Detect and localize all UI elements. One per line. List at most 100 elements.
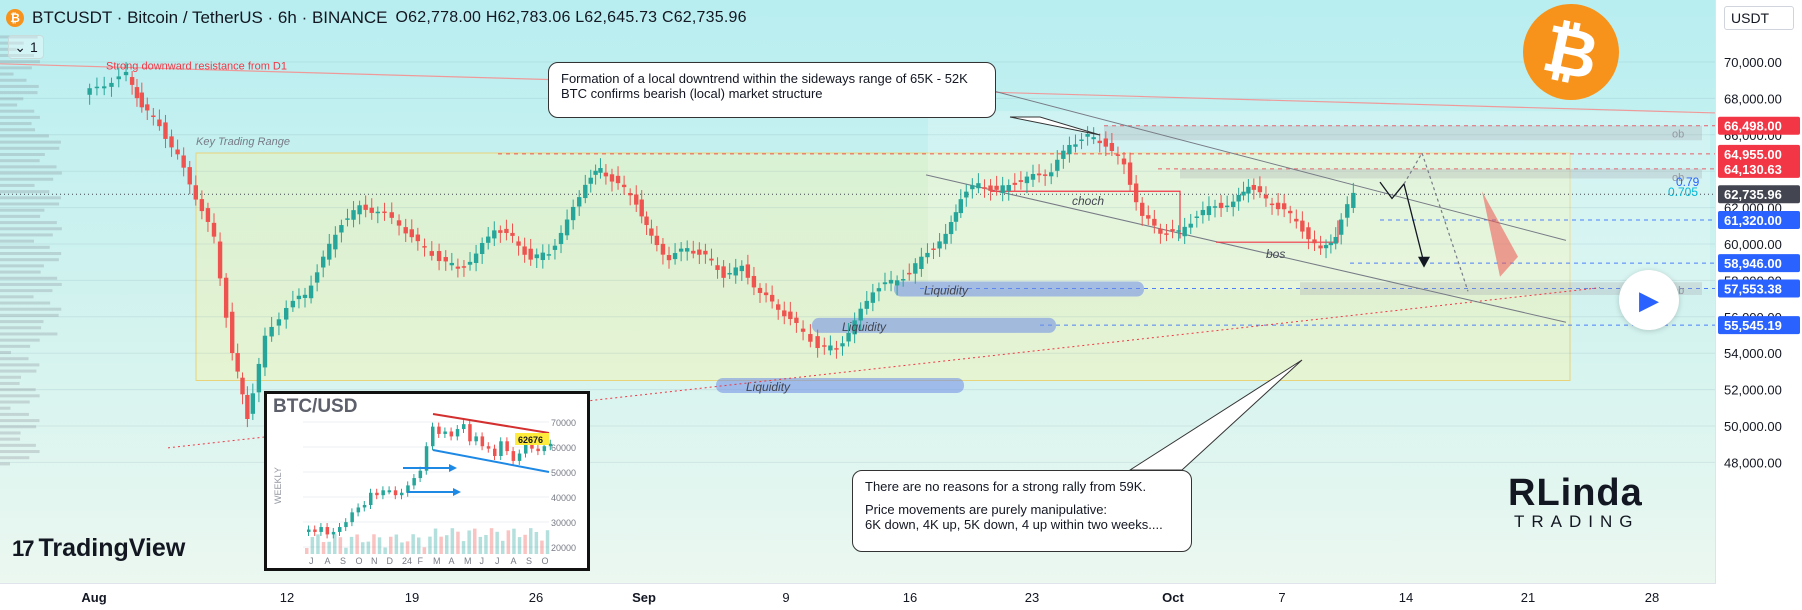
candle-body-59 (455, 266, 461, 269)
inset-ytick-5: 20000 (551, 543, 576, 553)
time-label-9: 7 (1278, 590, 1285, 605)
inset-volume-8 (349, 536, 354, 554)
liquidity-zone-2 (716, 377, 964, 393)
candle-body-198 (1288, 210, 1293, 214)
inset-candle-27 (474, 436, 478, 442)
volume-profile-bar-22 (0, 326, 42, 330)
inset-candle-26 (468, 424, 472, 442)
inset-volume-4 (327, 541, 331, 554)
inset-xtick-15: O (542, 556, 549, 566)
chart-plot[interactable]: obobobLiquidityLiquidityLiquiditychochbo… (0, 0, 1716, 584)
inset-xtick-1: A (325, 556, 331, 566)
candle-body-18 (199, 199, 205, 212)
candle-body-177 (1164, 233, 1169, 235)
candle-body-110 (757, 287, 763, 293)
volume-profile-bar-39 (0, 221, 57, 225)
play-button[interactable]: ▶ (1619, 270, 1679, 330)
inset-volume-2 (316, 534, 320, 554)
candle-body-175 (1152, 218, 1157, 226)
candle-body-8 (139, 92, 145, 108)
time-label-6: 16 (903, 590, 917, 605)
inset-channel-upper (432, 413, 550, 434)
candle-body-190 (1241, 191, 1246, 196)
candle-body-45 (363, 204, 368, 210)
volume-profile-bar-12 (0, 388, 36, 392)
currency-selector[interactable]: USDT (1724, 6, 1794, 30)
candle-body-66 (498, 230, 503, 233)
candle-body-159 (1055, 159, 1060, 171)
inset-volume-22 (428, 536, 432, 554)
candle-body-42 (345, 218, 350, 220)
inset-volume-42 (540, 540, 544, 554)
candle-body-81 (588, 177, 593, 184)
inset-candle-21 (437, 426, 441, 434)
indicator-toggle[interactable]: ⌄ 1 (8, 35, 44, 59)
range-label: Key Trading Range (196, 136, 290, 148)
candle-body-95 (666, 255, 672, 261)
volume-profile-bar-63 (0, 72, 14, 76)
inset-candle-38 (542, 446, 547, 452)
volume-profile-bar-52 (0, 140, 61, 144)
symbol-title[interactable]: BTCUSDT · Bitcoin / TetherUS · 6h · BINA… (32, 8, 388, 27)
inset-volume-30 (473, 528, 477, 554)
candle-body-199 (1294, 218, 1299, 222)
volume-profile-bar-58 (0, 103, 18, 107)
close-value: C62,735.96 (661, 9, 747, 26)
volume-profile-bar-18 (0, 351, 12, 355)
candle-body-166 (1097, 140, 1102, 144)
price-label-badge-0 (1718, 116, 1800, 135)
inset-xtick-8: M (433, 556, 441, 566)
volume-profile-bar-64 (0, 66, 32, 70)
price-label-badge-4 (1718, 210, 1800, 229)
volume-profile-bar-1 (0, 456, 30, 460)
volume-profile-bar-62 (0, 78, 27, 82)
candle-body-196 (1275, 202, 1281, 210)
callout-manipulation-line1: There are no reasons for a strong rally … (865, 479, 1147, 494)
candle-body-169 (1115, 154, 1121, 156)
candle-body-87 (621, 184, 627, 188)
rlinda-logo-name: RLinda (1508, 472, 1643, 514)
candle-body-119 (815, 336, 820, 349)
inset-volume-0 (305, 548, 309, 554)
candle-body-62 (473, 253, 479, 264)
time-axis[interactable]: Aug 12 19 26 Sep 9 16 23 Oct 7 14 21 28 (0, 583, 1716, 610)
candle-body-12 (163, 122, 168, 139)
inset-volume-13 (377, 537, 382, 554)
volume-profile-bar-19 (0, 344, 31, 348)
candle-body-54 (422, 246, 427, 248)
rlinda-trading-logo: RLinda TRADING (1508, 474, 1643, 532)
rlinda-logo-sub: TRADING (1514, 512, 1640, 531)
key-trading-range-box (195, 152, 1571, 381)
candle-body-13 (169, 136, 174, 148)
inset-candle-0 (307, 529, 311, 532)
volume-profile-bar-40 (0, 214, 41, 218)
volume-profile-bar-17 (0, 357, 29, 361)
candle-body-180 (1182, 226, 1187, 237)
inset-candle-23 (449, 431, 454, 437)
inset-volume-11 (366, 541, 371, 554)
inset-candle-16 (406, 485, 410, 493)
candle-body-75 (552, 245, 558, 250)
fib-label-0705: 0.705 (1668, 185, 1698, 199)
inset-candle-19 (424, 446, 429, 471)
tradingview-logo[interactable]: 17 TradingView (12, 534, 185, 563)
candle-body-140 (943, 233, 948, 244)
volume-profile-bar-15 (0, 369, 37, 373)
candle-body-28 (256, 363, 262, 393)
candle-body-162 (1073, 144, 1078, 147)
candle-body-88 (627, 193, 633, 196)
candle-body-30 (269, 326, 274, 337)
price-axis[interactable]: USDT 70,000.0068,000.0066,000.0064,000.0… (1715, 0, 1802, 610)
inset-candle-29 (486, 446, 491, 449)
inset-candle-7 (350, 512, 354, 523)
candle-body-103 (715, 265, 720, 270)
candle-body-189 (1236, 194, 1241, 202)
candle-body-197 (1281, 203, 1287, 210)
candle-body-11 (157, 119, 162, 127)
candle-body-102 (709, 258, 714, 261)
inset-xtick-13: A (511, 556, 517, 566)
volume-profile-bar-47 (0, 171, 62, 175)
price-label-badge-5 (1718, 254, 1800, 273)
inset-candle-10 (369, 492, 373, 505)
